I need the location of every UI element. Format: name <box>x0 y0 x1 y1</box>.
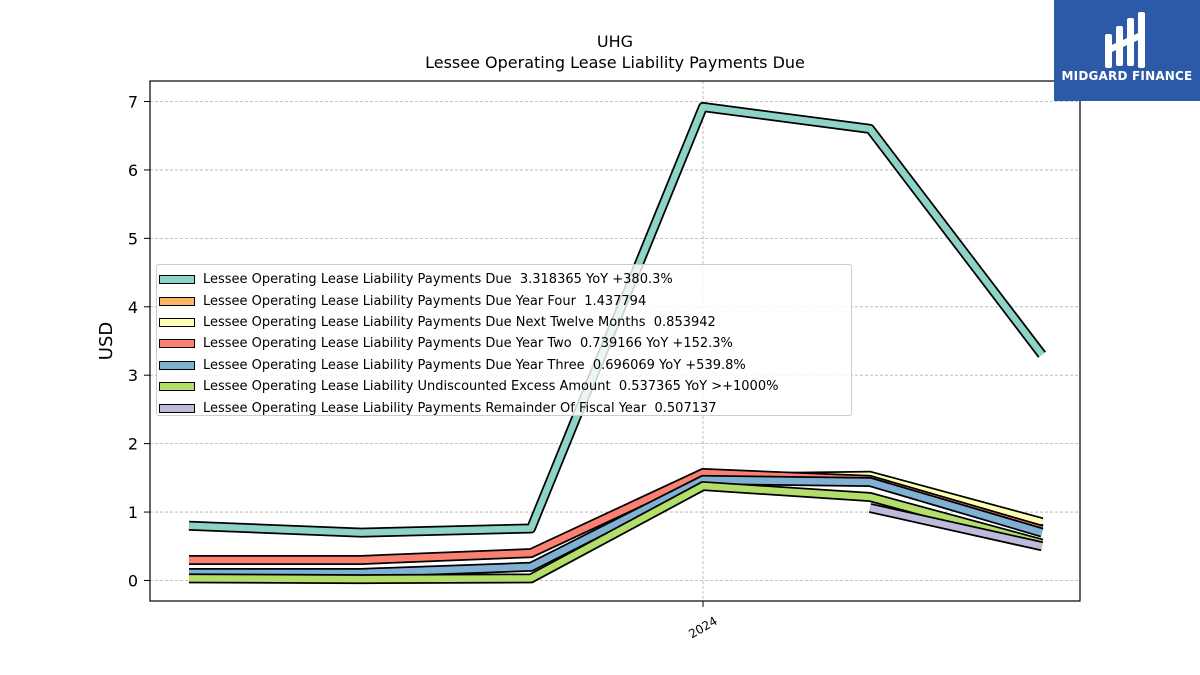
chart-title: UHG <box>597 32 633 51</box>
series-line-6 <box>869 504 1043 550</box>
legend-swatch <box>159 317 195 327</box>
y-tick-label: 3 <box>128 366 138 385</box>
series-line-5 <box>188 482 1043 583</box>
brand-logo: MIDGARD FINANCE <box>1054 0 1200 101</box>
chart-subtitle: Lessee Operating Lease Liability Payment… <box>425 53 805 72</box>
y-tick-label: 1 <box>128 503 138 522</box>
y-tick-label: 6 <box>128 161 138 180</box>
legend-swatch <box>159 403 195 413</box>
legend-item: Lessee Operating Lease Liability Payment… <box>157 312 851 333</box>
y-axis-label: USD <box>96 322 117 360</box>
legend-label: Lessee Operating Lease Liability Payment… <box>203 293 647 309</box>
plot-frame <box>149 80 1081 602</box>
legend-label: Lessee Operating Lease Liability Payment… <box>203 314 716 330</box>
legend-label: Lessee Operating Lease Liability Payment… <box>203 336 733 352</box>
legend-swatch <box>159 339 195 349</box>
y-tick-label: 5 <box>128 229 138 248</box>
legend-swatch <box>159 382 195 392</box>
y-tick-label: 0 <box>128 571 138 590</box>
legend-item: Lessee Operating Lease Liability Undisco… <box>157 376 851 397</box>
legend-swatch <box>159 360 195 370</box>
legend-item: Lessee Operating Lease Liability Payment… <box>157 333 851 354</box>
y-tick-label: 7 <box>128 93 138 112</box>
y-tick-label: 2 <box>128 435 138 454</box>
y-tick-label: 4 <box>128 298 138 317</box>
logo-text: MIDGARD FINANCE <box>1061 69 1193 83</box>
legend-item: Lessee Operating Lease Liability Payment… <box>157 397 851 418</box>
midgard-logo-icon <box>1105 12 1145 68</box>
x-tick-label: 2024 <box>686 614 719 641</box>
series-line-4 <box>189 476 1043 577</box>
legend-swatch <box>159 275 195 285</box>
y-axis: 0 1 2 3 4 5 6 7 <box>128 93 150 590</box>
legend-label: Lessee Operating Lease Liability Payment… <box>203 357 746 373</box>
chart-legend: Lessee Operating Lease Liability Payment… <box>156 264 852 416</box>
legend-label: Lessee Operating Lease Liability Payment… <box>203 272 673 288</box>
legend-label: Lessee Operating Lease Liability Undisco… <box>203 379 779 395</box>
legend-item: Lessee Operating Lease Liability Payment… <box>157 355 851 376</box>
legend-item: Lessee Operating Lease Liability Payment… <box>157 290 851 311</box>
legend-label: Lessee Operating Lease Liability Payment… <box>203 400 717 416</box>
legend-swatch <box>159 296 195 306</box>
legend-item: Lessee Operating Lease Liability Payment… <box>157 269 851 290</box>
